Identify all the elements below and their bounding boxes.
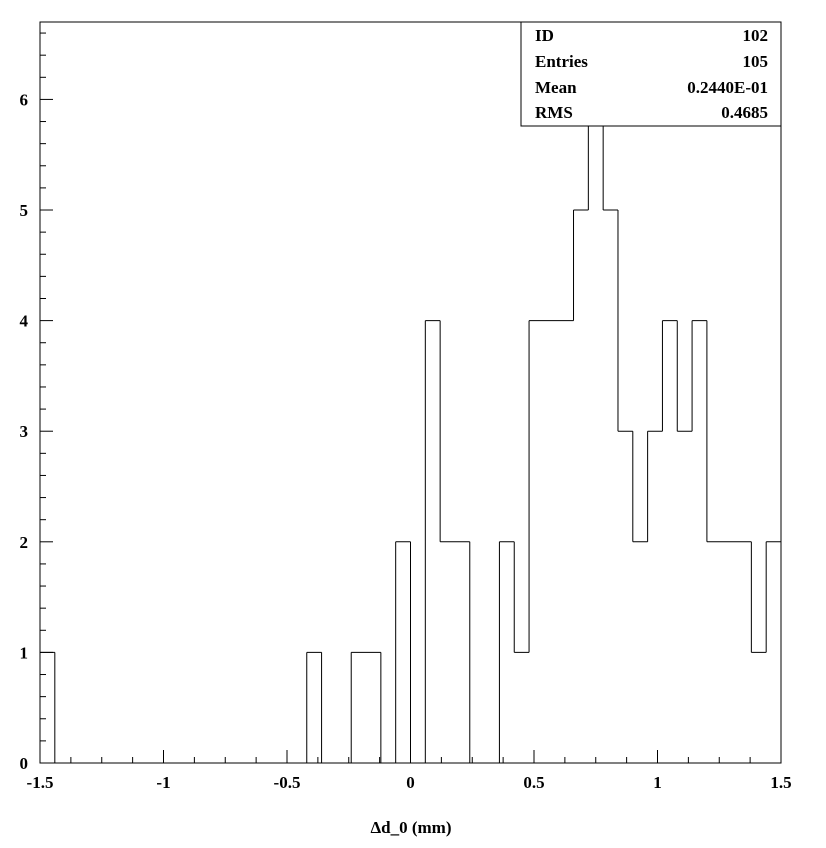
y-tick-label: 3 — [20, 422, 29, 441]
x-tick-label: 0 — [406, 773, 415, 792]
y-tick-labels: 0 1 2 3 4 5 6 — [20, 90, 29, 773]
histogram-bin — [40, 652, 55, 763]
x-tick-label: 1 — [653, 773, 662, 792]
y-tick-label: 1 — [20, 643, 29, 662]
x-tick-label: 1.5 — [770, 773, 791, 792]
histogram-bin — [544, 321, 559, 763]
y-tick-label: 4 — [20, 312, 29, 331]
x-tick-labels: -1.5 -1 -0.5 0 0.5 1 1.5 — [27, 773, 792, 792]
histogram-bin — [766, 542, 781, 763]
histogram-bin — [499, 542, 514, 763]
histogram-bin — [455, 542, 470, 763]
histogram-bin — [574, 210, 589, 763]
y-tick-label: 6 — [20, 90, 29, 109]
histogram-bin — [514, 652, 529, 763]
histogram-bin — [677, 431, 692, 763]
y-tick-label: 5 — [20, 201, 29, 220]
histogram-bin — [366, 652, 381, 763]
x-tick-label: 0.5 — [523, 773, 544, 792]
histogram-bin — [707, 542, 722, 763]
histogram-bin — [307, 652, 322, 763]
x-tick-label: -1.5 — [27, 773, 54, 792]
stats-mean-value: 0.2440E-01 — [687, 78, 768, 97]
x-tick-label: -0.5 — [274, 773, 301, 792]
stats-entries-key: Entries — [535, 52, 588, 71]
x-tick-label: -1 — [156, 773, 170, 792]
stats-box: ID 102 Entries 105 Mean 0.2440E-01 RMS 0… — [520, 21, 782, 127]
stats-id-key: ID — [535, 26, 554, 45]
stats-rms-key: RMS — [535, 103, 573, 122]
histogram-bin — [396, 542, 411, 763]
stats-id-value: 102 — [743, 26, 769, 45]
histogram-bin — [588, 99, 603, 763]
histogram-outline — [39, 98, 782, 763]
histogram-bin — [737, 542, 752, 763]
histogram-bin — [662, 321, 677, 763]
stats-rms-value: 0.4685 — [721, 103, 768, 122]
stats-mean-key: Mean — [535, 78, 577, 97]
minor-ticks — [40, 32, 751, 763]
x-axis-title: Δd_0 (mm) — [370, 818, 451, 837]
histogram-bin — [559, 321, 574, 763]
y-tick-label: 0 — [20, 754, 29, 773]
y-tick-label: 2 — [20, 533, 29, 552]
histogram-bin — [618, 431, 633, 763]
histogram-bin — [440, 542, 455, 763]
histogram-bin — [603, 210, 618, 763]
histogram-bin — [648, 431, 663, 763]
histogram-bin — [722, 542, 737, 763]
histogram-bin — [351, 652, 366, 763]
histogram-bin — [633, 542, 648, 763]
histogram-bin — [425, 321, 440, 763]
histogram-bin — [751, 652, 766, 763]
stats-entries-value: 105 — [743, 52, 769, 71]
histogram-bins — [40, 99, 826, 763]
histogram-bin — [529, 321, 544, 763]
histogram-bin — [692, 321, 707, 763]
stats-box-frame — [520, 21, 782, 127]
